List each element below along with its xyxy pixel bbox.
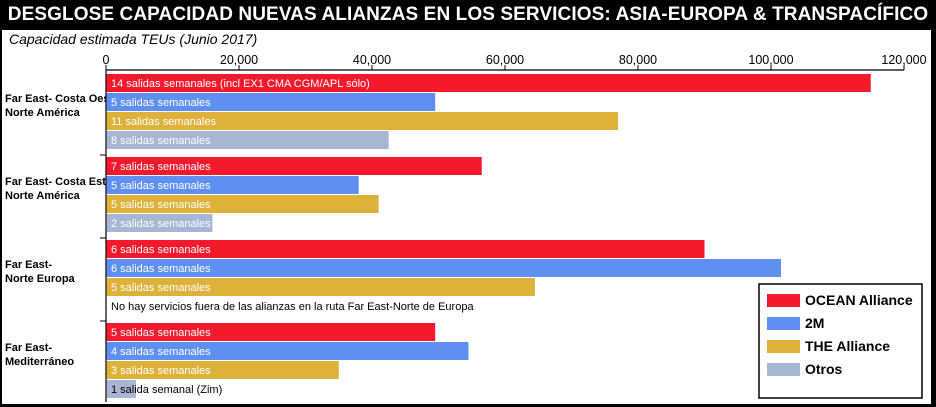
bar-chart: Capacidad estimada TEUs (Junio 2017) 0 20… (5, 31, 927, 402)
legend-swatch (767, 340, 800, 353)
x-tick-label: 20,000 (220, 53, 258, 67)
bar (106, 112, 619, 130)
x-tick-label: 60,000 (486, 53, 524, 67)
category-label: Far East- Costa Oeste Norte América (5, 93, 119, 119)
x-tick-label: 0 (103, 53, 110, 67)
category-label: Far East-Mediterráneo (5, 342, 74, 368)
bar (106, 176, 359, 194)
category-label: Far East-Norte Europa (5, 259, 76, 285)
bar-label: 4 salidas semanales (111, 346, 211, 358)
bar (106, 342, 469, 360)
bar-label: 7 salidas semanales (111, 161, 211, 173)
bar (106, 361, 339, 379)
bar-label: 5 salidas semanales (111, 282, 211, 294)
bar-label: 8 salidas semanales (111, 135, 211, 147)
bar-label: 5 salidas semanales (111, 327, 211, 339)
bar (106, 214, 213, 232)
chart-panel: Capacidad estimada TEUs (Junio 2017) 0 20… (2, 30, 931, 404)
x-axis: 0 20,000 40,000 60,000 80,000 100,000 120,000 (100, 53, 927, 402)
bar (106, 195, 379, 213)
bar (106, 74, 871, 92)
legend-swatch (767, 294, 800, 307)
x-tick-label: 120,000 (881, 53, 926, 67)
bar (106, 259, 781, 277)
bar (106, 131, 389, 149)
legend-label: OCEAN Alliance (805, 292, 913, 308)
bar-label: 3 salidas semanales (111, 365, 211, 377)
bar-label: 5 salidas semanales (111, 97, 211, 109)
bar-label: 14 salidas semanales (incl EX1 CMA CGM/A… (111, 78, 370, 90)
bar-label: 5 salidas semanales (111, 199, 211, 211)
x-tick-label: 40,000 (353, 53, 391, 67)
legend: OCEAN Alliance 2M THE Alliance Otros (758, 283, 923, 399)
bar (106, 157, 482, 175)
bar (106, 93, 436, 111)
bar-label: 1 salida semanal (Zim) (111, 384, 222, 396)
bar (106, 278, 535, 296)
x-tick-label: 80,000 (619, 53, 657, 67)
bar (106, 380, 136, 398)
bar-note: No hay servicios fuera de las alianzas e… (111, 301, 474, 313)
chart-title: DESGLOSE CAPACIDAD NUEVAS ALIANZAS EN LO… (0, 0, 936, 30)
legend-label: Otros (805, 361, 843, 377)
bar-label: 6 salidas semanales (111, 263, 211, 275)
bar (106, 240, 705, 258)
bar-label: 2 salidas semanales (111, 218, 211, 230)
bar-label: 6 salidas semanales (111, 244, 211, 256)
bars: 14 salidas semanales (incl EX1 CMA CGM/A… (106, 74, 871, 398)
legend-swatch (767, 363, 800, 376)
legend-label: 2M (805, 315, 824, 331)
bar-label: 5 salidas semanales (111, 180, 211, 192)
bar-label: 11 salidas semanales (111, 116, 216, 128)
category-labels: Far East- Costa Oeste Norte América Far Ea… (5, 93, 119, 368)
legend-label: THE Alliance (805, 338, 890, 354)
chart-subtitle: Capacidad estimada TEUs (Junio 2017) (9, 31, 257, 47)
x-tick-label: 100,000 (748, 53, 793, 67)
bar (106, 323, 436, 341)
legend-swatch (767, 317, 800, 330)
category-label: Far East- Costa Este Norte América (5, 176, 112, 202)
